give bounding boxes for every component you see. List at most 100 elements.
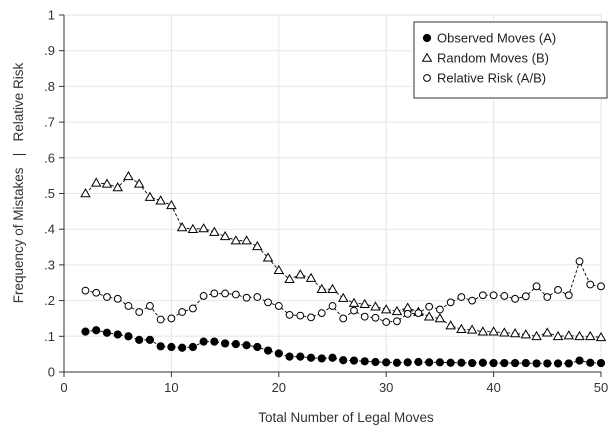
data-point [307,313,315,322]
legend-marker [422,33,432,43]
data-point [253,342,262,352]
legend-box [413,21,608,99]
data-point [543,359,552,368]
data-point [285,352,294,361]
data-point [274,349,283,358]
data-point [595,331,607,342]
data-point [403,358,412,367]
data-point [90,177,102,187]
data-point [230,235,242,245]
data-point [145,335,155,344]
y-tick-label: .8 [44,79,55,94]
data-point [489,358,498,368]
data-point [380,304,392,314]
y-tick-label: .1 [44,329,55,344]
data-point [199,337,208,346]
data-point [414,309,423,317]
data-point [285,310,294,319]
data-point [435,358,444,367]
data-point [210,289,219,298]
data-point [360,312,369,321]
data-point [414,357,423,367]
data-point [156,315,165,324]
data-point [423,311,435,321]
data-point [167,342,176,352]
data-point [81,286,90,295]
data-point [187,223,199,233]
data-point [92,326,101,335]
data-point [511,294,519,303]
legend-item: Random Moves (B) [421,51,549,66]
data-point [554,285,562,294]
data-point [500,292,509,300]
data-point [488,326,499,336]
data-point [167,314,176,323]
x-axis-ticks: 0 10 20 30 40 50 [60,372,608,395]
data-point [371,357,380,367]
data-point [317,354,326,363]
y-tick-label: .7 [44,115,55,130]
data-point [156,342,165,351]
data-point [113,330,122,339]
y-tick-label: .4 [44,222,55,237]
data-point [584,330,596,341]
data-point [328,302,337,310]
data-point [81,327,90,336]
data-point [337,292,349,302]
x-tick-label: 0 [60,380,67,395]
data-point [263,346,273,355]
data-point [457,358,466,367]
series-1 [81,326,606,368]
y-tick-label: .9 [44,43,55,58]
data-point [349,356,359,365]
data-point [209,226,220,236]
data-point [586,358,595,367]
data-point [586,280,595,289]
data-point [219,230,231,241]
data-point [403,309,412,318]
data-point [521,358,530,368]
data-point [477,326,489,336]
data-point [305,272,317,282]
data-point [542,327,553,337]
x-tick-label: 30 [379,380,393,395]
data-point [231,290,240,299]
data-point [552,330,564,341]
data-point [317,309,326,317]
data-point [199,292,208,300]
data-point [434,313,446,323]
legend: Observed Moves (A) Random Moves (B) Relati… [413,21,608,99]
data-point [296,311,305,320]
data-point [457,293,466,301]
data-point [221,339,230,348]
data-point [359,298,370,308]
y-tick-label: 0 [48,365,55,380]
series [80,170,607,368]
data-point [597,282,605,291]
data-point [446,358,455,367]
data-point [295,269,306,279]
data-point [382,318,391,326]
data-point [509,328,521,338]
series-line [85,260,602,323]
y-tick-label: .6 [44,150,55,165]
data-point [466,324,478,334]
data-point [456,323,467,333]
data-point [296,352,305,361]
data-point [371,313,380,322]
data-point [478,358,487,367]
data-point [188,304,197,313]
y-tick-label: .3 [44,257,55,272]
data-point [316,283,328,293]
data-point [339,356,348,365]
data-point [350,306,358,315]
data-point [425,358,434,367]
data-point [241,235,252,245]
data-point [370,301,381,311]
data-point [262,252,274,262]
data-point [273,264,285,275]
legend-item: Observed Moves (A) [422,31,556,46]
data-point [499,327,510,337]
data-point [575,356,584,365]
data-point [80,188,91,198]
